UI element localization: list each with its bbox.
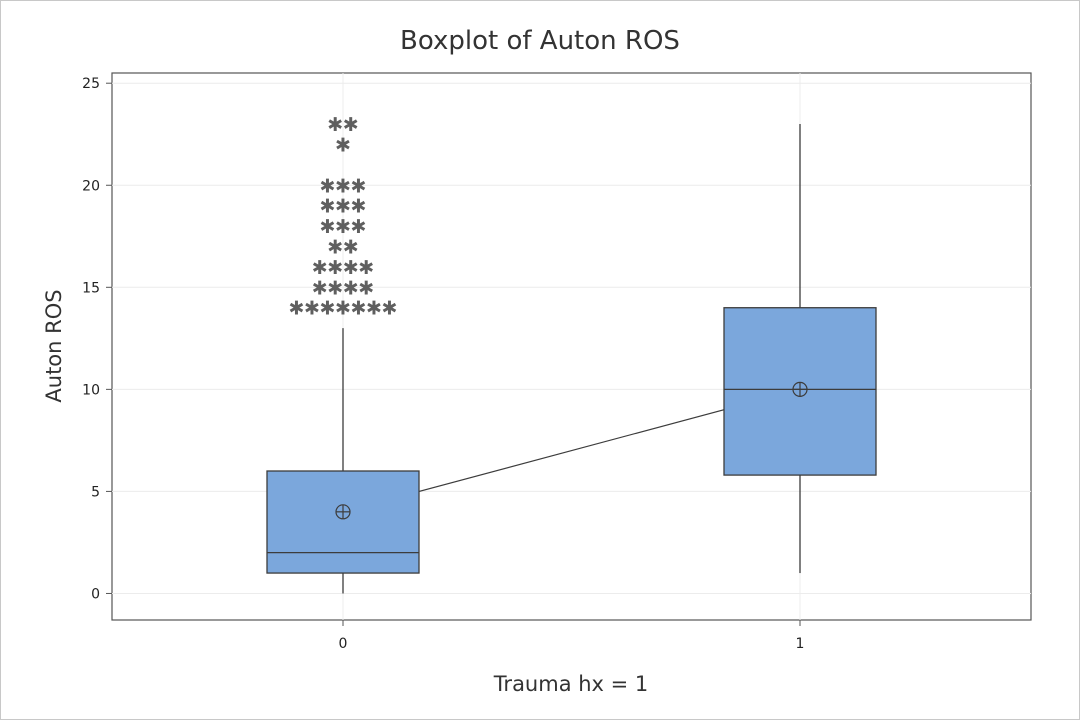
- outlier-0-22-1: ✱: [335, 134, 351, 156]
- y-tick-label-0: 0: [91, 586, 100, 602]
- outlier-0-19-2: ✱: [335, 196, 351, 218]
- x-tick-label-0: 0: [339, 636, 348, 652]
- y-tick-label-5: 5: [91, 484, 100, 500]
- outlier-0-23-2: ✱: [343, 114, 359, 136]
- box-marks: ✱ ✱✱✱ ✱ ✱✱ ✱ ✱✱ ✱ ✱✱ ✱✱ ✱ ✱ ✱✱ ✱ ✱ ✱✱ ✱ ✱ ✱ ✱ ✱ ✱: [266, 114, 877, 594]
- x-axis-title: Trauma hx = 1: [493, 672, 649, 696]
- y-tick-label-25: 25: [82, 76, 100, 92]
- outlier-0-15-1: ✱: [312, 277, 328, 299]
- outlier-0-18-2: ✱: [335, 216, 351, 238]
- outlier-0-20-1: ✱: [320, 175, 336, 197]
- chart-title: Boxplot of Auton ROS: [400, 26, 680, 56]
- outlier-0-14-3: ✱: [320, 298, 336, 320]
- outlier-0-16-2: ✱: [327, 257, 343, 279]
- outlier-0-18-3: ✱: [351, 216, 367, 238]
- outlier-0-14-7: ✱: [382, 298, 398, 320]
- outlier-0-17-2: ✱: [343, 236, 359, 258]
- y-axis-title: Auton ROS: [42, 289, 66, 402]
- outlier-0-15-4: ✱: [358, 277, 374, 299]
- y-tick-label-20: 20: [82, 178, 100, 194]
- outlier-0-14-4: ✱: [335, 298, 351, 320]
- outlier-0-19-1: ✱: [320, 196, 336, 218]
- x-tick-label-1: 1: [796, 636, 805, 652]
- outlier-0-14-2: ✱: [304, 298, 320, 320]
- outlier-0-20-3: ✱: [351, 175, 367, 197]
- outlier-0-16-1: ✱: [312, 257, 328, 279]
- plot-area-frame: [111, 72, 1032, 621]
- y-axis: 0 5 10 15 20 25: [82, 76, 112, 602]
- outlier-0-19-3: ✱: [351, 196, 367, 218]
- outlier-0-14-6: ✱: [366, 298, 382, 320]
- outlier-0-14-5: ✱: [351, 298, 367, 320]
- mean-symbol-0: [335, 504, 351, 520]
- outlier-0-18-1: ✱: [320, 216, 336, 238]
- outlier-0-23-1: ✱: [327, 114, 343, 136]
- outlier-0-20-2: ✱: [335, 175, 351, 197]
- outlier-0-16-4: ✱: [358, 257, 374, 279]
- mean-symbol-1: [792, 381, 808, 397]
- outlier-0-14-1: ✱: [289, 298, 305, 320]
- y-tick-label-10: 10: [82, 382, 100, 398]
- outlier-0-16-3: ✱: [343, 257, 359, 279]
- box-0: [266, 470, 420, 574]
- outlier-0-15-2: ✱: [327, 277, 343, 299]
- outlier-0-17-1: ✱: [327, 236, 343, 258]
- gridlines: [112, 73, 1031, 620]
- outlier-0-15-3: ✱: [343, 277, 359, 299]
- y-tick-label-15: 15: [82, 280, 100, 296]
